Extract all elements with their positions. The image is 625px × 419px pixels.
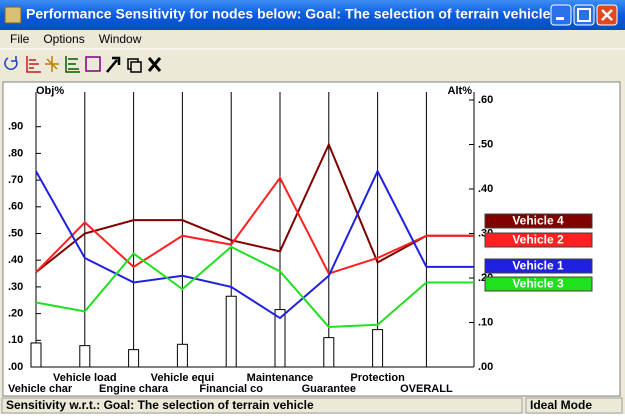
- y-tick-label: .00: [8, 361, 23, 373]
- legend-swatch: [484, 213, 593, 229]
- y-tick-label: .40: [8, 254, 23, 266]
- legend-label: Vehicle 1: [512, 259, 564, 273]
- tool-refresh[interactable]: [4, 56, 18, 70]
- minimize-icon: [556, 17, 564, 20]
- x-tick-label: Engine chara: [99, 383, 169, 395]
- app-icon: [4, 6, 22, 24]
- maximize-icon: [577, 8, 591, 22]
- tool-close[interactable]: [147, 57, 162, 72]
- tool-bars[interactable]: [26, 56, 41, 73]
- tool-chart[interactable]: [65, 56, 80, 73]
- weight-bar: [128, 349, 140, 368]
- y2-axis-label: Alt%: [448, 85, 473, 97]
- x-tick-label: Vehicle char: [8, 383, 73, 395]
- y2-tick-label: .00: [478, 361, 493, 373]
- menu-bar: File Options Window: [10, 32, 142, 46]
- x-tick-label: Vehicle load: [53, 372, 117, 384]
- menu-item[interactable]: Window: [99, 32, 142, 46]
- x-tick-label: Guarantee: [302, 383, 356, 395]
- toolbar: [4, 56, 162, 73]
- legend-label: Vehicle 2: [512, 233, 564, 247]
- x-tick-label: Protection: [350, 372, 405, 384]
- tool-arrow[interactable]: [106, 56, 121, 73]
- status-text: Sensitivity w.r.t.: Goal: The selection …: [6, 398, 314, 412]
- y2-tick-label: .60: [478, 94, 493, 106]
- legend-label: Vehicle 3: [512, 277, 564, 291]
- y2-tick-label: .40: [478, 183, 493, 195]
- y-tick-label: .70: [8, 174, 23, 186]
- status-pane: [1, 397, 523, 414]
- mode-pane: [525, 397, 623, 414]
- y-tick-label: .30: [8, 281, 23, 293]
- legend-swatch: [484, 276, 593, 292]
- y2-tick-label: .10: [478, 316, 493, 328]
- window-title: Performance Sensitivity for nodes below:…: [26, 6, 551, 22]
- menu-item[interactable]: File: [10, 32, 30, 46]
- y-tick-label: .20: [8, 308, 23, 320]
- series-line: [35, 141, 427, 273]
- chart: Obj% Alt% .00 .10 .20 .30 .40 .50 .60 .70 .80 .90 .0…: [8, 85, 593, 395]
- x-tick-label: Maintenance: [247, 372, 314, 384]
- y-tick-label: .60: [8, 201, 23, 213]
- legend-label: Vehicle 4: [512, 214, 564, 228]
- weight-bar: [372, 329, 384, 368]
- legend-swatch: [484, 232, 593, 248]
- x-tick-label: Financial co: [199, 383, 263, 395]
- weight-bar: [225, 295, 237, 368]
- close-icon: [601, 9, 613, 21]
- y2-tick-label: .50: [478, 138, 493, 150]
- series-line: [35, 245, 428, 328]
- x-tick-label: OVERALL: [400, 383, 453, 395]
- weight-bar: [176, 343, 188, 368]
- status-bar: [0, 397, 625, 414]
- series-line: [35, 168, 428, 320]
- series-line: [35, 175, 427, 275]
- weight-bar: [323, 337, 335, 368]
- y-tick-label: .90: [8, 121, 23, 133]
- menu-item[interactable]: Options: [43, 32, 84, 46]
- y-tick-label: .10: [8, 334, 23, 346]
- tool-copy2: [130, 61, 142, 73]
- weight-bar: [30, 342, 42, 368]
- weight-bar: [79, 345, 91, 368]
- tool-grid[interactable]: [85, 56, 101, 72]
- y-tick-label: .80: [8, 147, 23, 159]
- y-axis-label: Obj%: [36, 85, 64, 97]
- mode-text: Ideal Mode: [530, 398, 592, 412]
- title-bar: [0, 0, 625, 30]
- legend-swatch: [484, 258, 593, 274]
- x-tick-label: Vehicle equi: [151, 372, 215, 384]
- tool-cross[interactable]: [45, 56, 59, 72]
- weight-bar: [274, 309, 286, 368]
- y-tick-label: .50: [8, 227, 23, 239]
- minimize-button[interactable]: [550, 4, 572, 26]
